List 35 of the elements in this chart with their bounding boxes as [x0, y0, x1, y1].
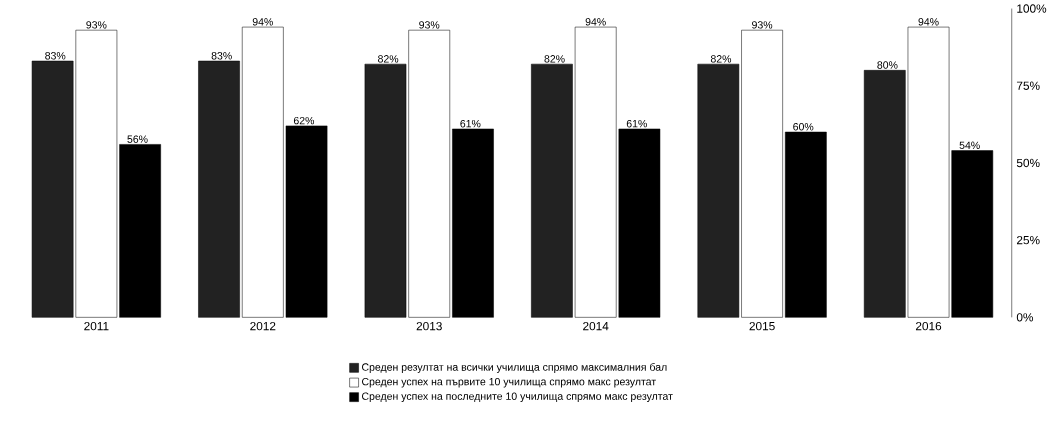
x-tick-label: 2015 [749, 321, 775, 331]
data-label: 93% [752, 21, 773, 29]
data-label: 83% [211, 51, 232, 60]
data-label: 82% [544, 55, 565, 63]
data-label: 62% [293, 116, 315, 125]
bar [198, 60, 240, 318]
data-label: 94% [918, 17, 939, 26]
data-label: 94% [585, 17, 606, 26]
y-tick-label: 100% [1017, 4, 1047, 13]
data-label: 61% [626, 119, 647, 128]
data-label: 82% [378, 55, 399, 63]
bar [785, 131, 827, 318]
y-tick-label: 25% [1016, 235, 1040, 245]
legend-label: Среден успех на първите 10 училища спрямо макс резултат [362, 377, 656, 388]
data-label: 93% [86, 21, 107, 29]
x-tick-label: 2014 [583, 321, 609, 331]
x-tick-label: 2012 [250, 321, 276, 331]
bar [452, 128, 494, 318]
data-label: 60% [793, 122, 814, 131]
data-label: 54% [959, 141, 980, 149]
y-tick-label: 50% [1016, 158, 1040, 168]
data-label: 61% [460, 119, 481, 128]
y-tick-label: 0% [1016, 313, 1034, 322]
data-label: 93% [419, 21, 440, 29]
legend-label: Среден резултат на всички училища спрямо максималния бал [362, 362, 667, 373]
legend-label: Среден успех на последните 10 училища спрямо макс резултат [362, 392, 673, 402]
y-tick-label: 75% [1016, 81, 1040, 90]
x-tick-label: 2011 [84, 321, 109, 331]
data-label: 80% [877, 61, 898, 69]
data-label: 83% [45, 51, 66, 60]
x-tick-label: 2016 [915, 321, 942, 331]
data-label: 56% [127, 135, 148, 143]
data-label: 82% [710, 55, 732, 63]
data-label: 94% [252, 17, 273, 26]
x-tick-label: 2013 [416, 321, 442, 331]
